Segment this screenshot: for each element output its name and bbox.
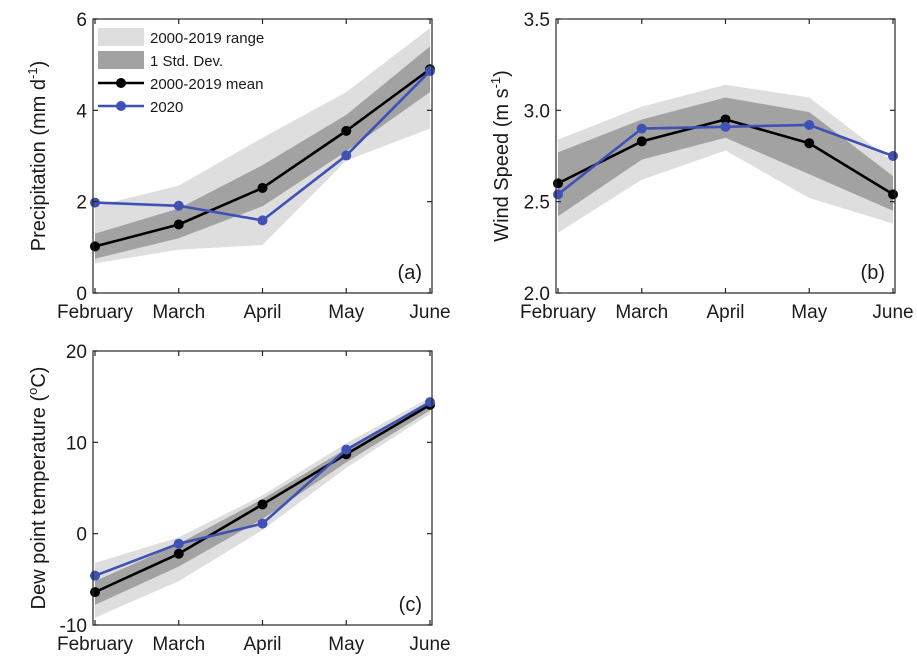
year-2020-point [553,189,563,200]
mean-point [888,189,898,200]
x-tick-label: February [57,302,134,323]
mean-point [553,178,563,189]
x-tick-label: March [615,302,668,323]
x-tick-label: April [243,302,281,323]
y-tick-label: 0 [76,525,87,546]
mean-point [257,182,268,193]
year-2020-point [341,444,352,455]
mean-point [341,125,352,136]
x-tick-label: March [152,634,205,655]
y-tick-label: 4 [76,101,87,122]
legend-item: 2020 [98,99,183,116]
panel-dew-point-temperature: -10 0 10 20 February March April May June Dew poi… [25,342,451,655]
panel-label: (a) [398,262,422,284]
y-tick-label: 10 [66,433,87,454]
y-axis-label: Wind Speed (m s-1) [488,70,513,242]
year-2020-point [425,66,435,77]
y-tick-label: 20 [66,342,87,363]
y-tick-label: 6 [76,10,87,31]
legend-swatch [98,28,144,46]
y-axis-label: Precipitation (mm d-1) [25,61,50,252]
year-2020-point [90,197,100,208]
legend-item: 1 Std. Dev. [98,51,223,70]
panel-precipitation: 0 2 4 6 February March April May June Precipitati… [25,10,451,323]
year-2020-point [636,123,647,134]
x-tick-label: May [328,634,364,655]
y-tick-label: 2.0 [524,284,550,305]
x-tick-label: June [872,302,913,323]
x-tick-label: May [328,302,364,323]
mean-point [173,548,184,559]
year-2020-point [257,215,268,226]
mean-point [257,499,268,510]
legend-marker [116,101,126,111]
x-tick-label: February [57,634,134,655]
mean-point [636,136,647,147]
year-2020-point [341,150,352,161]
x-tick-label: June [409,302,450,323]
y-tick-label: 3.0 [524,101,550,122]
mean-point [804,138,815,149]
year-2020-point [90,570,100,581]
y-tick-label: 0 [76,284,87,305]
year-2020-point [173,538,184,549]
y-tick-label: -10 [60,616,87,637]
x-tick-label: April [243,634,281,655]
y-tick-label: 3.5 [524,10,550,31]
mean-point [90,587,100,598]
legend-label: 2000-2019 mean [150,76,263,93]
y-tick-label: 2 [76,193,87,214]
panel-label: (b) [861,262,885,284]
legend-label: 2000-2019 range [150,30,264,47]
panel-label: (c) [399,594,422,616]
mean-point [720,114,731,125]
legend-label: 1 Std. Dev. [150,53,223,70]
year-2020-point [888,151,898,161]
y-axis-label: Dew point temperature (oC) [25,367,50,610]
year-2020-point [257,518,268,529]
legend-marker [116,78,126,88]
legend-item: 2000-2019 mean [98,76,263,93]
panel-wind-speed: 2.0 2.5 3.0 3.5 February March April May June Win… [488,10,914,323]
mean-point [173,219,184,230]
x-tick-label: April [706,302,744,323]
x-tick-label: February [520,302,597,323]
y-tick-label: 2.5 [524,193,550,214]
year-2020-point [425,397,435,408]
legend-label: 2020 [150,99,183,116]
year-2020-point [804,119,815,130]
year-2020-point [173,200,184,211]
x-tick-label: June [409,634,450,655]
legend: 2000-2019 range 1 Std. Dev. 2000-2019 mean… [98,28,264,116]
legend-item: 2000-2019 range [98,28,264,47]
legend-swatch [98,51,144,69]
year-2020-point [720,121,731,132]
mean-point [90,241,100,252]
x-tick-label: March [152,302,205,323]
x-tick-label: May [791,302,827,323]
